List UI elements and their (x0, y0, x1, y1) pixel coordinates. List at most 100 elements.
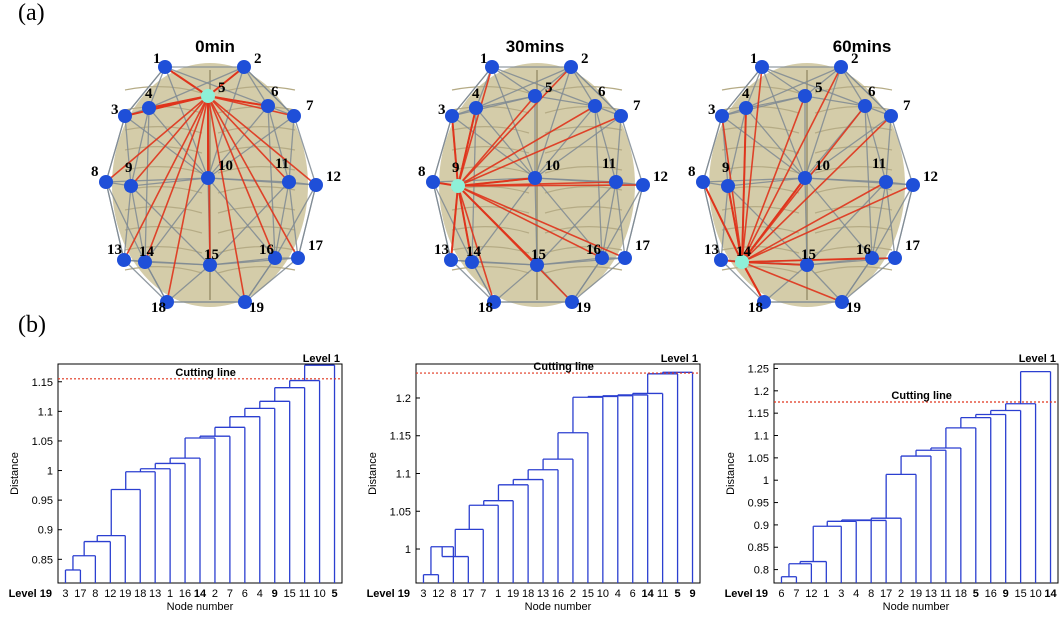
leaf-label-1: 1 (167, 588, 173, 600)
y-tick-label: 1.05 (748, 453, 769, 465)
leaf-label-4: 4 (615, 588, 621, 600)
hub-edge (164, 66, 209, 97)
leaf-label-19: 19 (910, 588, 922, 600)
brain-gyrus (124, 206, 296, 214)
y-tick-label: 1.1 (396, 469, 411, 481)
cutting-line-label: Cutting line (175, 367, 236, 379)
leaf-label-5: 5 (675, 588, 681, 600)
node-label-7: 7 (306, 98, 314, 114)
network-edge (745, 66, 763, 109)
node-label-15: 15 (204, 247, 219, 263)
network-edge (885, 181, 896, 259)
brain-gyrus (721, 146, 893, 154)
network-edge (571, 257, 626, 303)
node-label-3: 3 (438, 102, 446, 118)
network-edge (130, 185, 211, 266)
network-edge (123, 185, 132, 261)
node-marker-13 (117, 253, 131, 267)
node-label-19: 19 (576, 300, 591, 316)
leaf-label-11: 11 (940, 588, 951, 600)
leaf-label-9: 9 (272, 588, 278, 600)
hub-edge (457, 185, 603, 259)
leaf-label-14: 14 (642, 588, 655, 600)
network-edge (534, 115, 622, 179)
hub-edge (741, 181, 887, 263)
network-edge (594, 105, 617, 183)
leaf-label-13: 13 (925, 588, 937, 600)
leaf-label-17: 17 (74, 588, 86, 600)
node-marker-14 (735, 255, 749, 269)
y-tick-label: 0.9 (754, 520, 769, 532)
y-tick-label: 1.25 (748, 363, 769, 375)
node-label-13: 13 (434, 242, 449, 258)
network-edge (130, 185, 146, 263)
panel-label-b: (b) (18, 312, 46, 338)
leaf-label-1: 1 (823, 588, 829, 600)
node-marker-14 (138, 255, 152, 269)
leaf-label-14: 14 (1044, 588, 1057, 600)
network-edge (166, 264, 211, 303)
network-edge (804, 66, 842, 179)
leaf-label-5: 5 (973, 588, 979, 600)
level-19-label: Level 19 (9, 588, 52, 600)
panel-label-a: (a) (18, 0, 45, 26)
network-edge (209, 264, 246, 303)
leaf-label-10: 10 (313, 588, 325, 600)
network-edge (130, 107, 150, 187)
network-edge (451, 115, 536, 179)
network-title: 0min (195, 37, 235, 56)
network-edge (885, 115, 892, 183)
node-label-4: 4 (472, 86, 480, 102)
node-label-4: 4 (742, 86, 750, 102)
node-marker-13 (444, 253, 458, 267)
node-label-13: 13 (107, 242, 122, 258)
hub-edge (207, 66, 245, 97)
network-edge (615, 181, 626, 259)
network-edge (894, 184, 914, 259)
node-marker-15 (203, 258, 217, 272)
node-label-16: 16 (586, 242, 602, 258)
leaf-label-9: 9 (689, 588, 695, 600)
hub-edge (741, 115, 892, 263)
node-label-8: 8 (418, 164, 426, 180)
leaf-label-6: 6 (778, 588, 784, 600)
network-edge (536, 181, 617, 266)
hub-edge (741, 66, 763, 263)
hub-edge (451, 115, 459, 187)
brain-gyrus (451, 206, 623, 214)
node-marker-7 (287, 109, 301, 123)
node-label-18: 18 (748, 300, 763, 316)
network-edge (244, 257, 299, 303)
node-label-5: 5 (815, 80, 823, 96)
network-edge (864, 105, 887, 183)
hub-edge (741, 261, 765, 303)
network-edge (761, 66, 806, 97)
leaf-label-3: 3 (62, 588, 68, 600)
network-edge (727, 185, 808, 266)
node-marker-2 (834, 60, 848, 74)
node-label-11: 11 (275, 156, 289, 172)
cutting-line-label: Cutting line (891, 390, 952, 402)
y-tick-label: 0.85 (32, 554, 53, 566)
network-edge (432, 181, 473, 263)
network-edge (841, 257, 896, 303)
leaf-label-8: 8 (450, 588, 456, 600)
y-tick-label: 0.95 (748, 498, 769, 510)
network-edge (148, 66, 166, 109)
node-marker-18 (487, 295, 501, 309)
leaf-label-4: 4 (853, 588, 859, 600)
network-edge (761, 66, 806, 179)
brain-gyrus (124, 246, 296, 254)
leaf-label-1: 1 (495, 588, 501, 600)
network-edge (148, 107, 209, 179)
network-edge (570, 66, 622, 117)
leaf-label-13: 13 (149, 588, 161, 600)
level-1-label: Level 1 (303, 353, 340, 365)
node-label-17: 17 (308, 238, 324, 254)
leaf-label-3: 3 (838, 588, 844, 600)
network-edge (432, 177, 536, 183)
leaf-label-15: 15 (582, 588, 594, 600)
node-marker-18 (757, 295, 771, 309)
